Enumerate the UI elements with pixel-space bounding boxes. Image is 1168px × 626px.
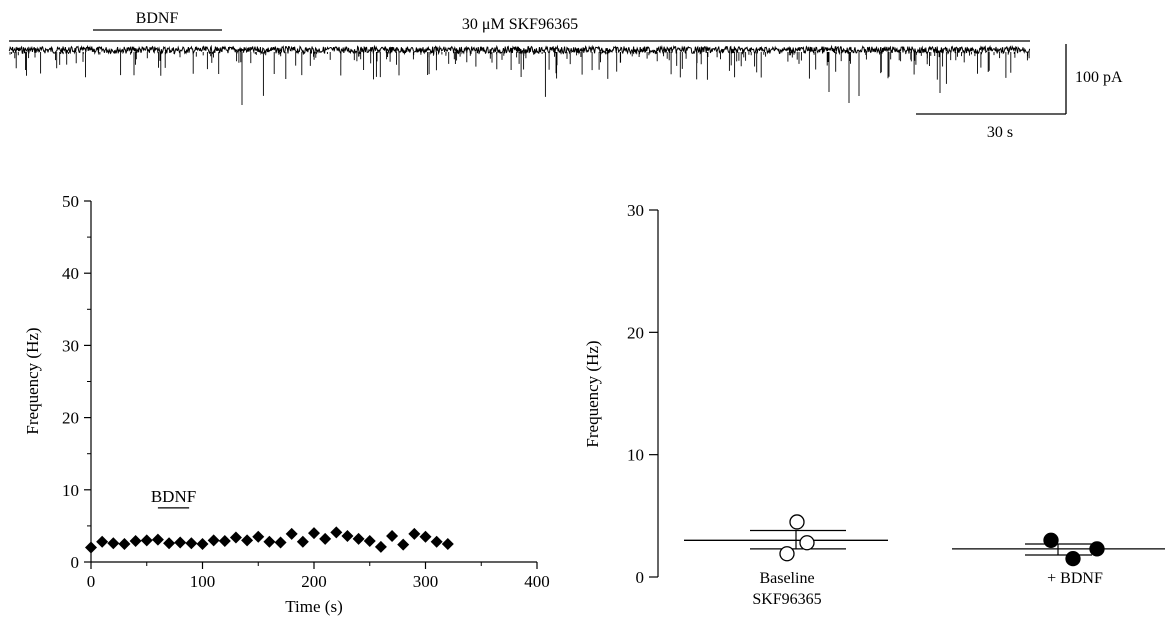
y-tick-label: 10 bbox=[627, 446, 644, 465]
data-points bbox=[684, 514, 1165, 567]
y-tick-label: 50 bbox=[62, 192, 79, 211]
skf96365-trace-label: 30 μM SKF96365 bbox=[462, 16, 578, 33]
trace-events bbox=[9, 52, 1030, 105]
data-point bbox=[430, 535, 443, 548]
axis-ticks: 0 10 20 30 40 50 0 100 200 300 400 bbox=[62, 192, 550, 591]
x-tick-label: 100 bbox=[190, 572, 216, 591]
data-point bbox=[330, 526, 343, 539]
data-points bbox=[85, 526, 454, 554]
data-point bbox=[296, 535, 309, 548]
data-point bbox=[1065, 551, 1081, 567]
y-tick-label: 30 bbox=[62, 336, 79, 355]
category-label-baseline-line1: Baseline bbox=[759, 570, 814, 587]
current-trace-panel: BDNF 30 μM SKF96365 100 pA 30 s bbox=[8, 10, 1123, 141]
data-point bbox=[129, 535, 142, 548]
y-tick-label: 0 bbox=[71, 553, 80, 572]
data-point bbox=[229, 531, 242, 544]
frequency-time-chart: Frequency (Hz) Time (s) 0 10 20 30 40 50 0 100 2… bbox=[23, 192, 550, 616]
data-point bbox=[441, 537, 454, 550]
x-tick-label: 0 bbox=[87, 572, 96, 591]
data-point bbox=[363, 535, 376, 548]
data-point bbox=[779, 546, 795, 562]
data-point bbox=[185, 537, 198, 550]
data-point bbox=[419, 530, 432, 543]
y-tick-label: 30 bbox=[627, 201, 644, 220]
data-point bbox=[140, 534, 153, 547]
data-point bbox=[196, 537, 209, 550]
data-point bbox=[163, 537, 176, 550]
data-point bbox=[252, 530, 265, 543]
data-point bbox=[241, 534, 254, 547]
y-axis-label: Frequency (Hz) bbox=[583, 340, 602, 447]
data-point bbox=[319, 532, 332, 545]
data-point bbox=[308, 527, 320, 540]
current-trace bbox=[8, 44, 1031, 105]
data-point bbox=[207, 534, 220, 547]
data-point bbox=[408, 527, 421, 540]
bdnf-annotation-label: BDNF bbox=[151, 487, 196, 506]
y-axis-label: Frequency (Hz) bbox=[23, 327, 42, 434]
axis-ticks: 0 10 20 30 bbox=[627, 201, 658, 587]
x-axis-label: Time (s) bbox=[285, 597, 342, 616]
data-point bbox=[397, 538, 410, 551]
frequency-comparison-chart: Frequency (Hz) 0 10 20 30 Baseline SKF96365… bbox=[583, 201, 1165, 608]
data-point bbox=[174, 536, 187, 549]
scale-bar-time-label: 30 s bbox=[987, 124, 1013, 141]
y-tick-label: 10 bbox=[62, 481, 79, 500]
scale-bar-current-label: 100 pA bbox=[1075, 69, 1123, 86]
trace-baseline bbox=[8, 44, 1031, 56]
data-point bbox=[352, 532, 365, 545]
category-label-baseline-line2: SKF96365 bbox=[752, 591, 821, 608]
data-point bbox=[789, 514, 805, 530]
data-point bbox=[799, 535, 815, 551]
y-tick-label: 40 bbox=[62, 264, 79, 283]
data-point bbox=[374, 540, 387, 553]
data-point bbox=[118, 537, 131, 550]
data-point bbox=[1089, 541, 1105, 557]
y-tick-label: 0 bbox=[636, 568, 645, 587]
data-point bbox=[386, 530, 399, 543]
y-tick-label: 20 bbox=[627, 323, 644, 342]
bdnf-trace-label: BDNF bbox=[136, 10, 179, 27]
x-tick-label: 300 bbox=[413, 572, 439, 591]
data-point bbox=[274, 536, 287, 549]
category-label-bdnf: + BDNF bbox=[1047, 570, 1103, 587]
data-point bbox=[107, 537, 120, 550]
data-point bbox=[1043, 532, 1059, 548]
data-point bbox=[85, 541, 97, 554]
data-point bbox=[341, 530, 354, 543]
data-point bbox=[218, 535, 231, 548]
data-point bbox=[96, 535, 109, 548]
x-tick-label: 200 bbox=[301, 572, 327, 591]
data-point bbox=[263, 535, 276, 548]
x-tick-label: 400 bbox=[524, 572, 550, 591]
y-tick-label: 20 bbox=[62, 409, 79, 428]
data-point bbox=[285, 527, 298, 540]
data-point bbox=[151, 533, 164, 546]
